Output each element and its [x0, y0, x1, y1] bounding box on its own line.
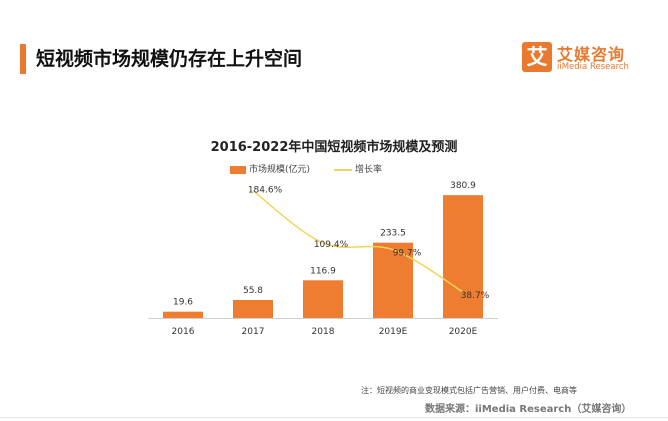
logo-name: 艾媒咨询: [557, 45, 626, 64]
bar-2017: [233, 300, 273, 318]
chart-title: 2016-2022年中国短视频市场规模及预测: [210, 140, 458, 155]
bar-2020E: [443, 195, 483, 318]
bar-value-label-2017: 55.8: [243, 286, 263, 296]
chart-footnote: 注：短视频的商业变现模式包括广告营销、用户付费、电商等: [361, 386, 577, 395]
bar-2018: [303, 280, 343, 318]
logo-mark: 艾: [522, 42, 552, 72]
legend-label-market-size: 市场规模(亿元): [249, 165, 311, 175]
x-tick-label-2018: 2018: [312, 327, 335, 337]
bar-value-label-2020E: 380.9: [450, 181, 476, 191]
bottom-divider: [0, 417, 668, 418]
bar-value-label-2018: 116.9: [310, 266, 336, 276]
growth-rate-line: [252, 190, 464, 293]
growth-rate-label-2020E: 38.7%: [461, 291, 490, 301]
growth-rate-label-2017: 184.6%: [248, 186, 283, 196]
page-title: 短视频市场规模仍存在上升空间: [36, 48, 303, 70]
x-tick-label-2016: 2016: [172, 327, 195, 337]
logo-subtitle: iiMedia Research: [557, 62, 629, 72]
legend-label-growth-rate: 增长率: [355, 165, 383, 175]
bar-value-label-2019E: 233.5: [380, 229, 406, 239]
growth-rate-label-2018: 109.4%: [314, 240, 349, 250]
bar-2016: [163, 311, 203, 318]
growth-rate-label-2019E: 99.7%: [393, 249, 422, 259]
iimedia-logo: 艾 艾媒咨询 iiMedia Research: [522, 42, 632, 76]
legend-swatch-bar: [230, 165, 246, 174]
legend-item-market-size: 市场规模(亿元): [230, 163, 310, 177]
x-tick-label-2017: 2017: [242, 327, 265, 337]
x-tick-label-2020E: 2020E: [449, 327, 478, 337]
legend-item-growth-rate: 增长率: [334, 163, 382, 177]
legend-swatch-line: [334, 168, 352, 171]
data-source: 数据来源：iiMedia Research（艾媒咨询）: [425, 404, 632, 415]
bar-value-label-2016: 19.6: [173, 298, 193, 308]
title-accent-bar: [20, 44, 26, 74]
x-tick-label-2019E: 2019E: [379, 327, 408, 337]
